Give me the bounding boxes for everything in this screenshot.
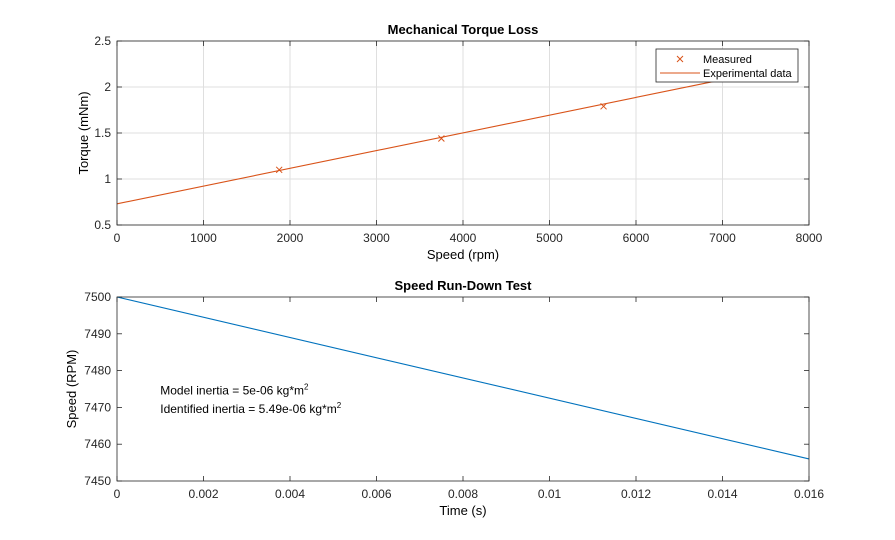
- model-inertia-annotation: Model inertia = 5e-06 kg*m2: [160, 383, 309, 398]
- identified-inertia-annotation: Identified inertia = 5.49e-06 kg*m2: [160, 401, 341, 416]
- y-tick-label: 1: [104, 172, 111, 186]
- x-tick-label: 2000: [277, 231, 304, 245]
- x-tick-label: 0.016: [794, 487, 824, 501]
- axes-box: [116, 40, 810, 226]
- x-tick-label: 0: [114, 487, 121, 501]
- y-tick-label: 2.5: [94, 34, 111, 48]
- x-tick-label: 4000: [450, 231, 477, 245]
- y-tick-label: 7500: [84, 290, 111, 304]
- chart-title: Speed Run-Down Test: [395, 278, 533, 293]
- y-axis-label: Torque (mNm): [76, 91, 91, 174]
- torque-loss-axes: 0 1000 2000 3000 4000 5000 6000 7000 8000 0.5 1 1.5…: [76, 22, 823, 262]
- x-tick-label: 3000: [363, 231, 390, 245]
- legend-box: [655, 48, 799, 83]
- legend: Measured Experimental data: [655, 48, 799, 83]
- experimental-fit-line: [116, 80, 719, 205]
- x-tick-label: 0.006: [361, 487, 391, 501]
- x-tick-label: 0.002: [188, 487, 218, 501]
- y-tick-label: 7480: [84, 364, 111, 378]
- y-tick-label: 7490: [84, 327, 111, 341]
- x-tick-label: 0: [114, 231, 121, 245]
- y-tick-label: 1.5: [94, 126, 111, 140]
- x-tick-label: 6000: [623, 231, 650, 245]
- measured-point: [275, 166, 283, 174]
- x-axis-label: Speed (rpm): [427, 247, 499, 262]
- x-tick-label: 5000: [536, 231, 563, 245]
- x-tick-label: 8000: [796, 231, 823, 245]
- x-tick-label: 0.012: [621, 487, 651, 501]
- x-tick-label: 7000: [709, 231, 736, 245]
- x-axis-label: Time (s): [439, 503, 486, 518]
- x-tick-label: 0.004: [275, 487, 305, 501]
- y-tick-label: 7460: [84, 437, 111, 451]
- annotation-superscript: 2: [304, 383, 309, 392]
- x-tick-label: 0.01: [538, 487, 562, 501]
- axes-box: [116, 296, 810, 482]
- plot-area: [117, 297, 809, 481]
- legend-marker-measured: [676, 55, 684, 63]
- y-tick-label: 0.5: [94, 218, 111, 232]
- y-axis-label: Speed (RPM): [64, 350, 79, 429]
- speed-series-line: [116, 296, 810, 460]
- y-tick-label: 2: [104, 80, 111, 94]
- chart-title: Mechanical Torque Loss: [388, 22, 539, 37]
- y-tick-label: 7470: [84, 400, 111, 414]
- annotation-text: Model inertia = 5e-06 kg*m: [160, 384, 304, 398]
- y-tick-label: 7450: [84, 474, 111, 488]
- speed-rundown-axes: 0 0.002 0.004 0.006 0.008 0.01 0.012 0.014 0.016…: [64, 278, 824, 518]
- annotation-text: Identified inertia = 5.49e-06 kg*m: [160, 402, 336, 416]
- annotation-superscript: 2: [337, 401, 342, 410]
- x-tick-label: 1000: [190, 231, 217, 245]
- legend-label-experimental: Experimental data: [703, 68, 793, 80]
- x-tick-label: 0.014: [707, 487, 737, 501]
- legend-label-measured: Measured: [703, 54, 752, 66]
- x-tick-label: 0.008: [448, 487, 478, 501]
